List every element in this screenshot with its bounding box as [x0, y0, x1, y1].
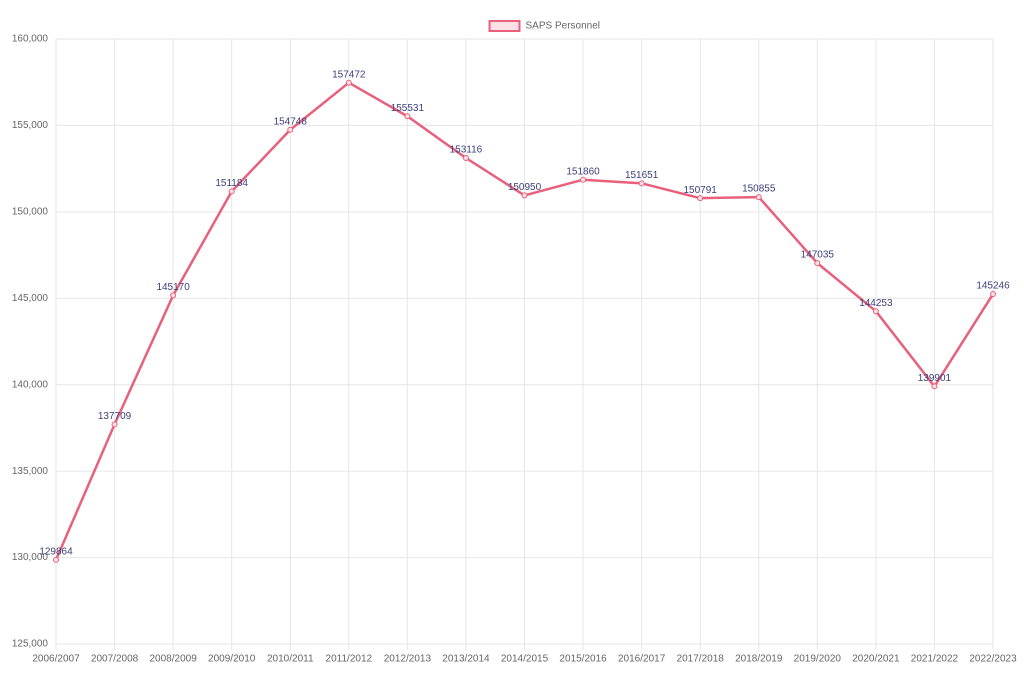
data-label: 151651 — [625, 170, 659, 181]
y-tick-label: 155,000 — [12, 120, 49, 131]
x-tick-label: 2019/2020 — [794, 654, 842, 665]
data-point — [990, 291, 996, 298]
x-tick-label: 2020/2021 — [852, 654, 900, 665]
data-label: 145170 — [156, 282, 190, 293]
data-point — [111, 421, 118, 428]
data-point — [228, 188, 235, 195]
data-label: 154748 — [274, 116, 308, 127]
x-tick-label: 2015/2016 — [559, 654, 607, 665]
y-tick-label: 145,000 — [12, 293, 49, 304]
data-label: 151184 — [215, 178, 248, 189]
data-point — [462, 154, 469, 161]
data-label: 150950 — [508, 182, 542, 193]
x-tick-label: 2014/2015 — [501, 654, 549, 665]
x-tick-label: 2022/2023 — [969, 654, 1017, 665]
data-label: 145246 — [976, 281, 1010, 292]
x-tick-label: 2011/2012 — [326, 654, 373, 665]
data-point — [638, 180, 645, 187]
x-tick-label: 2017/2018 — [677, 654, 725, 665]
data-point — [872, 308, 879, 315]
data-label: 147035 — [801, 250, 835, 261]
data-point — [814, 260, 821, 267]
x-tick-label: 2018/2019 — [735, 654, 783, 665]
legend-swatch[interactable] — [488, 20, 521, 32]
y-tick-label: 140,000 — [12, 379, 49, 390]
x-tick-label: 2006/2007 — [32, 654, 80, 665]
data-point — [521, 192, 528, 199]
y-tick-label: 135,000 — [12, 466, 49, 477]
data-point — [53, 556, 59, 563]
data-point — [755, 194, 762, 201]
x-tick-label: 2016/2017 — [618, 654, 666, 665]
x-tick-label: 2008/2009 — [149, 654, 197, 665]
data-point — [287, 126, 294, 133]
data-label: 137709 — [98, 411, 132, 422]
data-point — [697, 195, 704, 202]
data-point — [404, 113, 411, 120]
y-tick-label: 125,000 — [12, 639, 49, 650]
x-tick-label: 2010/2011 — [267, 654, 314, 665]
y-tick-label: 150,000 — [12, 206, 49, 217]
x-tick-label: 2013/2014 — [442, 654, 490, 665]
data-label: 153116 — [450, 145, 483, 156]
data-point — [170, 292, 177, 299]
data-point — [931, 383, 938, 390]
data-label: 150791 — [684, 185, 718, 196]
data-label: 151860 — [566, 166, 600, 177]
data-point — [580, 176, 587, 183]
x-tick-label: 2021/2022 — [911, 654, 959, 665]
data-point — [345, 79, 352, 86]
y-tick-label: 160,000 — [12, 34, 49, 45]
data-label: 157472 — [332, 69, 366, 80]
data-label: 139901 — [918, 373, 952, 384]
x-tick-label: 2007/2008 — [91, 654, 139, 665]
data-label: 144253 — [859, 298, 893, 309]
data-label: 129864 — [39, 547, 73, 558]
data-label: 155531 — [391, 103, 425, 114]
y-tick-label: 130,000 — [12, 552, 49, 563]
legend-label[interactable]: SAPS Personnel — [526, 21, 601, 32]
data-label: 150855 — [742, 184, 776, 195]
x-tick-label: 2009/2010 — [208, 654, 256, 665]
x-tick-label: 2012/2013 — [384, 654, 432, 665]
